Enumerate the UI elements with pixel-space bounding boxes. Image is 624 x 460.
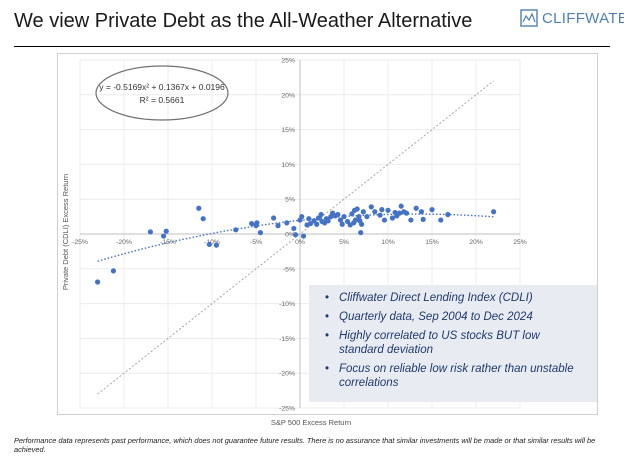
data-point: [429, 207, 435, 213]
callout-bullet: Quarterly data, Sep 2004 to Dec 2024: [325, 310, 587, 324]
data-point: [196, 205, 202, 211]
data-point: [95, 279, 101, 285]
data-point: [377, 212, 383, 218]
y-tick-label: -25%: [279, 406, 295, 413]
y-tick-label: -20%: [279, 371, 295, 378]
data-point: [110, 268, 117, 274]
x-tick-label: 20%: [469, 239, 483, 246]
data-point: [396, 210, 403, 216]
data-point: [337, 217, 344, 223]
data-point: [233, 227, 239, 233]
callout-box: Cliffwater Direct Lending Index (CDLI) Q…: [309, 285, 597, 402]
data-point: [354, 206, 360, 212]
data-point: [418, 209, 425, 215]
data-point: [275, 223, 281, 229]
brand-logo: CLIFFWATER: [520, 9, 624, 27]
x-tick-label: -15%: [160, 239, 176, 246]
trendline-equation: y = -0.5169x² + 0.1367x + 0.0196: [99, 82, 225, 92]
page-title: We view Private Debt as the All-Weather …: [14, 10, 473, 32]
x-tick-label: -10%: [204, 239, 220, 246]
x-tick-labels: -25% -20% -15% -10% -5% 0% 5% 10% 15% 20% 25%: [72, 239, 527, 246]
data-point: [372, 209, 378, 215]
data-point: [306, 216, 312, 222]
y-tick-label: 15%: [281, 127, 295, 134]
data-point: [413, 205, 419, 211]
data-point: [200, 216, 206, 222]
data-point: [318, 211, 324, 218]
data-point: [284, 220, 290, 226]
x-tick-label: -25%: [72, 239, 88, 246]
header-divider: [14, 46, 610, 47]
y-tick-label: -5%: [283, 266, 295, 273]
data-point: [408, 217, 414, 223]
callout-bullet: Highly correlated to US stocks BUT low s…: [325, 329, 587, 357]
data-point: [359, 221, 365, 227]
chart-frame: [57, 53, 598, 415]
y-tick-label: -10%: [279, 301, 295, 308]
callout-bullet: Cliffwater Direct Lending Index (CDLI): [325, 291, 587, 305]
y-tick-label: 20%: [281, 92, 295, 99]
data-points: [95, 203, 497, 285]
data-point: [249, 220, 255, 227]
equation-ellipse: [95, 65, 229, 121]
logo-text: CLIFFWATER: [542, 9, 624, 27]
data-point: [271, 215, 277, 221]
data-point: [307, 220, 314, 227]
data-point: [291, 225, 297, 232]
data-point: [445, 211, 451, 218]
data-point: [403, 210, 410, 216]
data-point: [314, 221, 320, 227]
data-point: [358, 230, 364, 236]
data-point: [213, 242, 219, 248]
x-tick-label: 5%: [339, 239, 349, 246]
data-point: [389, 215, 395, 221]
data-point: [381, 217, 388, 223]
data-point: [325, 218, 331, 224]
data-point: [352, 217, 359, 223]
data-point: [299, 214, 305, 220]
data-point: [335, 211, 341, 218]
y-tick-label: 25%: [281, 58, 295, 65]
x-tick-label: -20%: [116, 239, 132, 246]
data-point: [163, 228, 169, 234]
data-point: [254, 220, 260, 226]
data-point: [385, 207, 391, 213]
x-axis-title: S&P 500 Excess Return: [271, 418, 351, 427]
data-point: [257, 230, 263, 236]
y-tick-labels: 25% 20% 15% 10% 5% 0% -5% -10% -15% -20% -25%: [279, 58, 295, 413]
data-point: [368, 204, 374, 210]
data-point: [161, 233, 167, 239]
cliffwater-logo-icon: [520, 9, 538, 27]
reference-diagonal-line: [97, 80, 494, 395]
data-point: [341, 214, 347, 220]
data-point: [420, 216, 426, 222]
x-tick-label: 25%: [513, 239, 527, 246]
data-point: [364, 214, 370, 220]
x-tick-label: -5%: [250, 239, 262, 246]
data-point: [379, 207, 385, 213]
x-tick-label: 0%: [295, 239, 305, 246]
y-tick-label: -15%: [279, 336, 295, 343]
y-axis-title: Private Debt (CDLI) Excess Return: [61, 174, 70, 290]
data-point: [356, 214, 362, 220]
data-point: [206, 241, 212, 248]
data-point: [438, 217, 444, 223]
data-point: [339, 221, 345, 227]
callout-bullet: Focus on reliable low risk rather than u…: [325, 362, 587, 390]
x-tick-label: 10%: [381, 239, 395, 246]
trendline-r-squared: R² = 0.5661: [140, 95, 185, 105]
data-point: [360, 209, 366, 215]
data-point: [300, 233, 307, 239]
data-point: [398, 203, 404, 209]
y-tick-label: 10%: [281, 162, 295, 169]
data-point: [491, 209, 497, 215]
y-tick-label: 0%: [285, 232, 295, 239]
performance-disclaimer: Performance data represents past perform…: [14, 436, 596, 454]
y-tick-label: 5%: [285, 197, 295, 204]
x-tick-label: 15%: [425, 239, 439, 246]
data-point: [147, 229, 153, 235]
data-point: [293, 232, 299, 238]
